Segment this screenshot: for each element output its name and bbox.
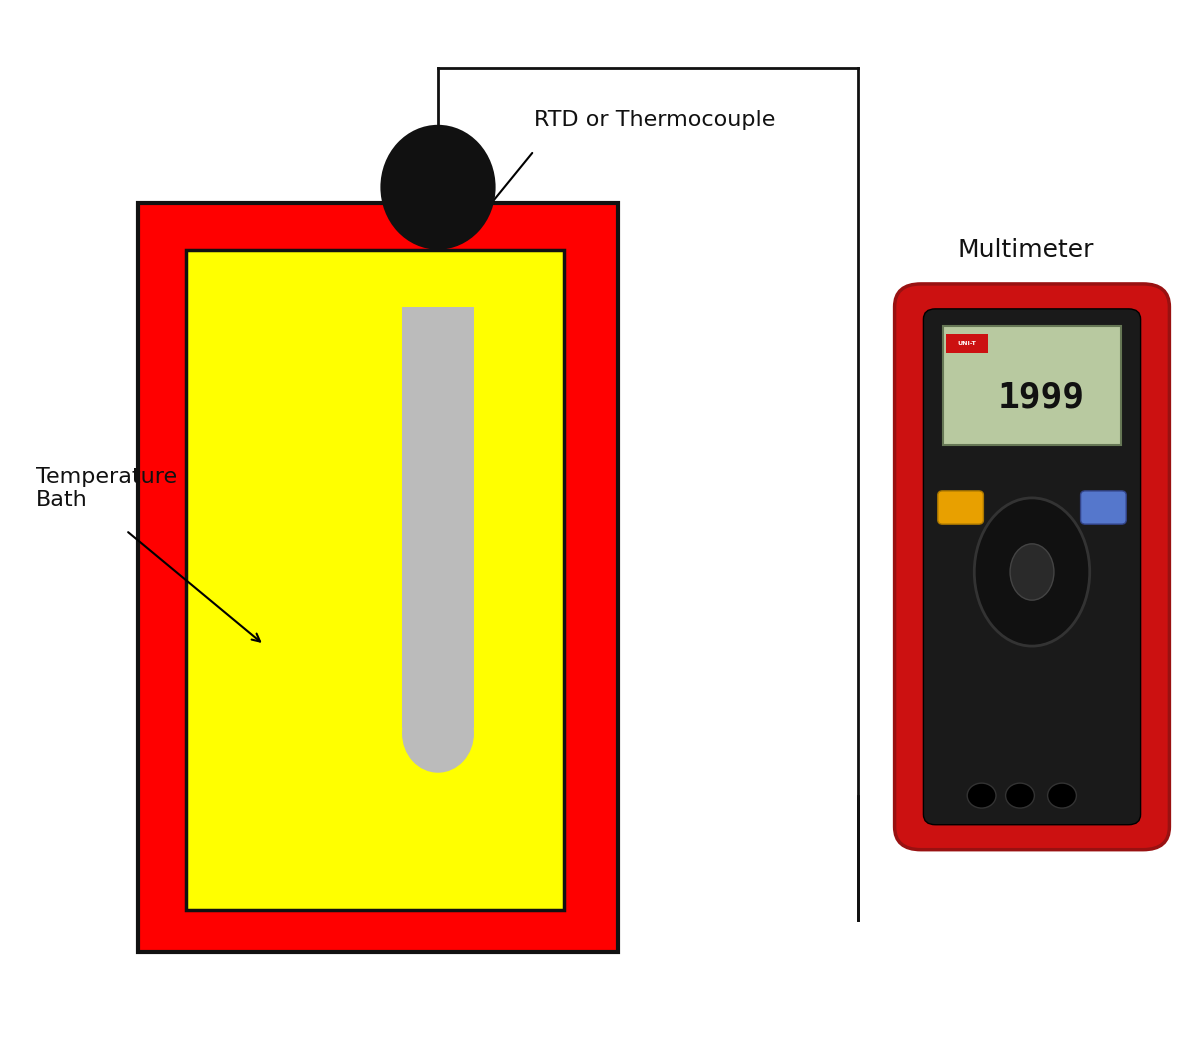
Ellipse shape [380,125,496,250]
Text: Multimeter: Multimeter [958,237,1094,262]
Text: UNI-T: UNI-T [958,341,977,345]
Text: Temperature
Bath: Temperature Bath [36,467,178,511]
Ellipse shape [1010,544,1054,600]
Ellipse shape [974,498,1090,646]
Text: 1999: 1999 [998,381,1085,414]
Text: RTD or Thermocouple: RTD or Thermocouple [534,110,775,130]
Circle shape [1006,783,1034,808]
Ellipse shape [402,694,474,773]
FancyBboxPatch shape [938,491,984,524]
FancyBboxPatch shape [894,284,1169,850]
FancyBboxPatch shape [402,307,474,728]
Circle shape [967,783,996,808]
FancyBboxPatch shape [924,309,1140,825]
FancyBboxPatch shape [186,250,564,910]
Circle shape [1048,783,1076,808]
FancyBboxPatch shape [1080,491,1127,524]
FancyBboxPatch shape [138,203,618,952]
FancyBboxPatch shape [943,326,1122,445]
FancyBboxPatch shape [946,334,989,353]
